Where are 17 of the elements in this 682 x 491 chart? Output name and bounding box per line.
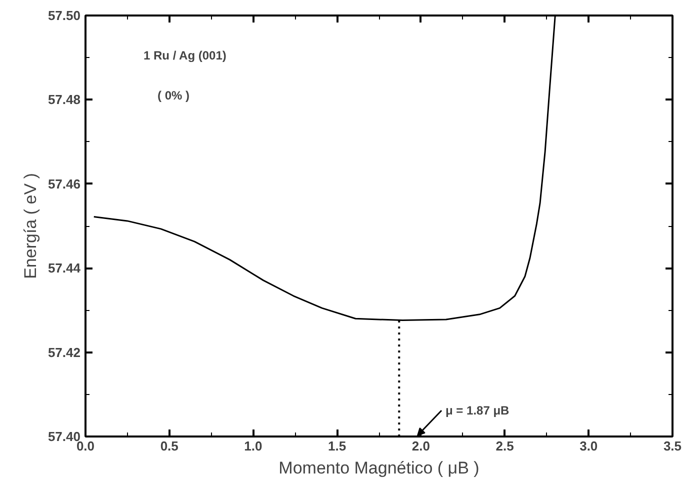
x-tick-label: 0.5 — [160, 438, 178, 454]
x-tick-label: 1.0 — [244, 438, 262, 454]
x-tick-label: 2.0 — [412, 438, 430, 454]
x-tick-label: 2.5 — [496, 438, 514, 454]
x-tick-label: 3.0 — [580, 438, 598, 454]
annotation: ( 0% ) — [158, 88, 190, 102]
x-axis-title: Momento Magnético ( μB ) — [278, 458, 480, 478]
annotation: 1 Ru / Ag (001) — [144, 48, 226, 62]
y-axis-title: Energía ( eV ) — [20, 173, 40, 279]
x-tick-label: 1.5 — [328, 438, 346, 454]
x-tick-label: 3.5 — [663, 438, 682, 454]
y-tick-label: 57.46 — [48, 176, 81, 192]
y-tick-label: 57.42 — [48, 344, 81, 360]
y-tick-label: 57.50 — [48, 8, 81, 23]
annotation: μ = 1.87 μB — [446, 404, 510, 418]
y-tick-label: 57.48 — [48, 92, 81, 108]
y-tick-label: 57.44 — [48, 260, 82, 276]
